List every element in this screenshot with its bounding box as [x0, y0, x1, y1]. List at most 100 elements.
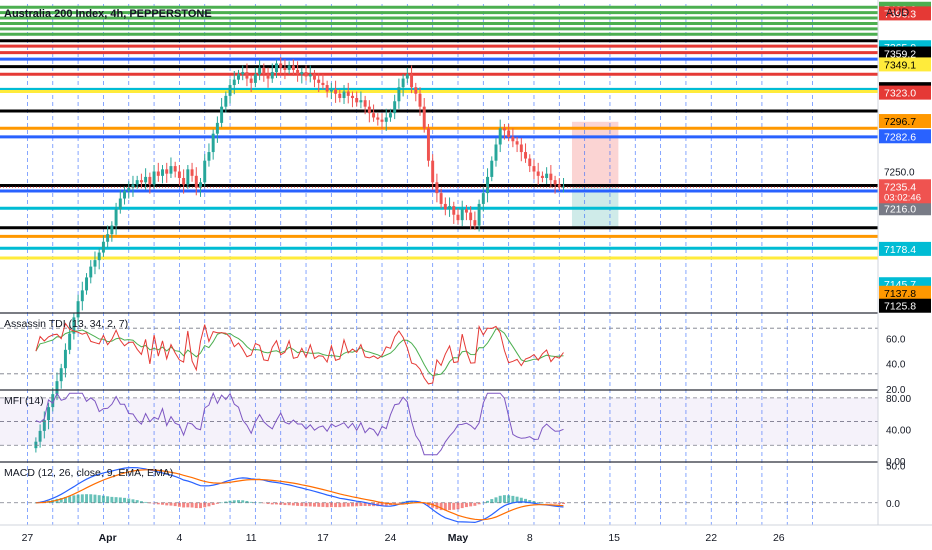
candle-body[interactable]	[452, 206, 456, 215]
candle-body[interactable]	[190, 169, 194, 176]
price-level-badge[interactable]	[879, 114, 931, 129]
candle-body[interactable]	[55, 381, 59, 395]
candle-body[interactable]	[291, 65, 295, 70]
candle-body[interactable]	[553, 180, 557, 185]
candle-body[interactable]	[317, 79, 321, 83]
candle-body[interactable]	[169, 166, 173, 174]
candle-body[interactable]	[232, 79, 236, 86]
candle-body[interactable]	[131, 184, 135, 188]
candle-body[interactable]	[135, 180, 139, 185]
candle-body[interactable]	[431, 160, 435, 183]
candle-body[interactable]	[215, 122, 219, 134]
candle-body[interactable]	[540, 175, 544, 178]
candle-body[interactable]	[464, 209, 468, 213]
candle-body[interactable]	[346, 91, 350, 96]
tdi-panel[interactable]: Assassin TDI (13, 34, 2, 7)	[0, 312, 932, 385]
candle-body[interactable]	[211, 133, 215, 153]
candle-body[interactable]	[481, 193, 485, 204]
candle-body[interactable]	[245, 72, 249, 79]
candle-body[interactable]	[363, 100, 367, 107]
price-level-badge[interactable]	[879, 285, 931, 300]
candle-body[interactable]	[63, 349, 67, 369]
candle-body[interactable]	[270, 72, 274, 79]
candle-body[interactable]	[287, 65, 291, 70]
candle-body[interactable]	[469, 212, 473, 221]
candle-body[interactable]	[350, 95, 354, 99]
candle-body[interactable]	[161, 169, 164, 176]
candle-body[interactable]	[152, 171, 156, 185]
candle-body[interactable]	[342, 91, 346, 99]
candle-body[interactable]	[549, 173, 553, 181]
candle-body[interactable]	[203, 160, 207, 183]
candle-body[interactable]	[448, 206, 452, 210]
candle-body[interactable]	[68, 333, 72, 350]
candle-body[interactable]	[194, 175, 198, 188]
candle-body[interactable]	[89, 266, 93, 278]
candle-body[interactable]	[93, 260, 97, 267]
candle-body[interactable]	[477, 203, 481, 226]
candle-body[interactable]	[249, 78, 253, 83]
candle-body[interactable]	[80, 290, 84, 302]
price-axis[interactable]: 7250.07400.67396.37365.07359.27349.17326…	[877, 0, 932, 550]
candle-body[interactable]	[123, 190, 127, 199]
candle-body[interactable]	[114, 209, 118, 226]
candle-body[interactable]	[498, 128, 502, 145]
candle-body[interactable]	[410, 74, 414, 88]
candle-body[interactable]	[85, 277, 89, 291]
candle-body[interactable]	[359, 100, 363, 103]
candle-body[interactable]	[241, 72, 245, 75]
candle-body[interactable]	[156, 171, 160, 176]
candle-body[interactable]	[97, 252, 101, 261]
candle-body[interactable]	[279, 63, 283, 68]
candle-body[interactable]	[173, 166, 177, 172]
candle-body[interactable]	[545, 173, 549, 178]
candle-body[interactable]	[165, 169, 169, 174]
candle-body[interactable]	[186, 169, 190, 185]
candle-body[interactable]	[384, 117, 388, 122]
price-level-badge[interactable]	[879, 6, 931, 21]
candle-body[interactable]	[266, 74, 270, 79]
price-panel[interactable]	[0, 4, 878, 525]
candle-body[interactable]	[275, 63, 278, 73]
candle-body[interactable]	[380, 119, 384, 122]
candle-body[interactable]	[536, 171, 540, 176]
candle-body[interactable]	[376, 117, 380, 120]
macd-panel[interactable]: MACD (12, 26, close, 9, EMA, EMA)	[0, 461, 932, 524]
candle-body[interactable]	[528, 158, 532, 167]
candle-body[interactable]	[177, 171, 181, 178]
candle-body[interactable]	[308, 74, 312, 77]
candle-body[interactable]	[106, 234, 110, 242]
candle-body[interactable]	[228, 85, 232, 96]
candle-body[interactable]	[59, 368, 63, 382]
candle-body[interactable]	[334, 89, 338, 94]
candle-body[interactable]	[224, 95, 228, 107]
candle-body[interactable]	[519, 144, 523, 153]
price-level-badge[interactable]	[879, 201, 931, 216]
candle-body[interactable]	[422, 106, 426, 129]
candle-body[interactable]	[199, 182, 202, 188]
candle-body[interactable]	[460, 209, 464, 221]
candle-body[interactable]	[144, 176, 148, 183]
current-price-badge[interactable]	[879, 179, 931, 204]
price-level-badge[interactable]	[879, 85, 931, 100]
candle-body[interactable]	[511, 136, 515, 142]
candle-body[interactable]	[393, 101, 397, 114]
candle-body[interactable]	[253, 74, 257, 83]
mfi-panel[interactable]: MFI (14)	[0, 389, 932, 456]
candle-body[interactable]	[76, 301, 80, 318]
candle-body[interactable]	[42, 420, 46, 431]
candle-body[interactable]	[388, 113, 392, 118]
candle-body[interactable]	[515, 141, 519, 145]
candle-body[interactable]	[300, 72, 304, 75]
candle-body[interactable]	[207, 152, 211, 161]
candle-body[interactable]	[439, 193, 443, 204]
candle-body[interactable]	[562, 186, 566, 188]
candle-body[interactable]	[118, 198, 122, 210]
candle-body[interactable]	[47, 407, 51, 421]
candle-body[interactable]	[237, 74, 240, 80]
candle-body[interactable]	[367, 106, 371, 114]
candle-body[interactable]	[435, 182, 439, 194]
candle-body[interactable]	[494, 144, 498, 161]
candle-body[interactable]	[148, 176, 152, 185]
